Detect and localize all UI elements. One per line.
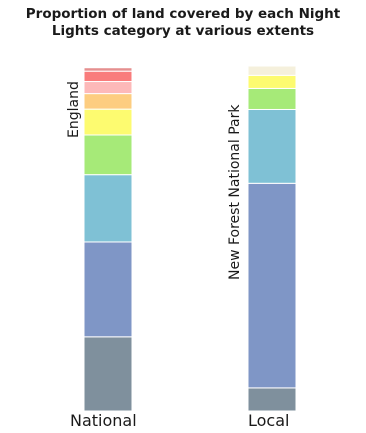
chart-title-line-1: Proportion of land covered by each Night <box>25 6 341 22</box>
category-label-national: National <box>70 411 137 430</box>
chart-title: Proportion of land covered by each Night… <box>0 6 366 40</box>
bar-segment-national-6 <box>83 81 133 95</box>
bar-segment-national-8 <box>83 67 133 72</box>
bar-segment-local-4 <box>247 74 297 89</box>
extent-label-new-forest-national-park: New Forest National Park <box>227 104 243 280</box>
bar-segment-local-2 <box>247 108 297 184</box>
bar-segment-national-1 <box>83 241 133 338</box>
bar-segment-national-3 <box>83 134 133 176</box>
bar-segment-national-0 <box>83 336 133 412</box>
bar-segment-national-7 <box>83 70 133 83</box>
bar-segment-national-2 <box>83 174 133 243</box>
bar-segment-national-5 <box>83 93 133 110</box>
bar-segment-local-0 <box>247 387 297 412</box>
extent-label-england: England <box>66 81 82 138</box>
chart-title-line-2: Lights category at various extents <box>51 23 315 39</box>
bar-segment-national-4 <box>83 108 133 136</box>
bar-segment-local-9 <box>247 65 297 76</box>
bar-segment-local-1 <box>247 182 297 389</box>
category-label-local: Local <box>248 411 290 430</box>
bar-segment-local-3 <box>247 87 297 110</box>
